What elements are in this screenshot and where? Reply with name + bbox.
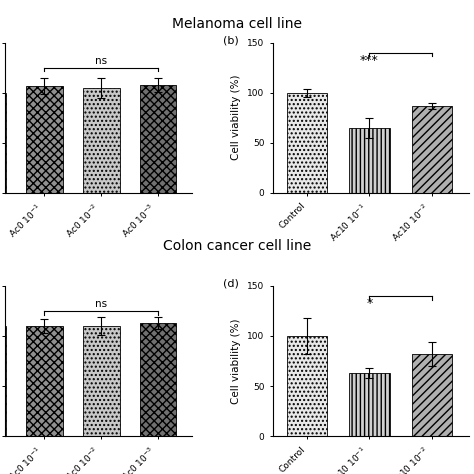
Bar <box>139 85 176 193</box>
Bar <box>83 326 119 436</box>
Bar <box>0 326 6 436</box>
Bar <box>349 373 390 436</box>
Bar <box>411 106 452 193</box>
Text: ***: *** <box>360 54 379 67</box>
Bar <box>287 336 327 436</box>
Text: ns: ns <box>95 300 107 310</box>
Bar <box>411 354 452 436</box>
Text: Colon cancer cell line: Colon cancer cell line <box>163 239 311 254</box>
Bar <box>0 93 6 193</box>
Bar <box>26 86 63 193</box>
Y-axis label: Cell viability (%): Cell viability (%) <box>231 75 241 161</box>
Bar <box>349 128 390 193</box>
Text: *: * <box>366 297 373 310</box>
Text: Melanoma cell line: Melanoma cell line <box>172 17 302 31</box>
Text: ns: ns <box>95 56 107 66</box>
Y-axis label: Cell viability (%): Cell viability (%) <box>231 318 241 404</box>
Bar <box>139 323 176 436</box>
Bar <box>287 93 327 193</box>
Text: (b): (b) <box>223 35 239 45</box>
Bar <box>83 88 119 193</box>
Bar <box>26 326 63 436</box>
Text: (d): (d) <box>223 278 239 288</box>
